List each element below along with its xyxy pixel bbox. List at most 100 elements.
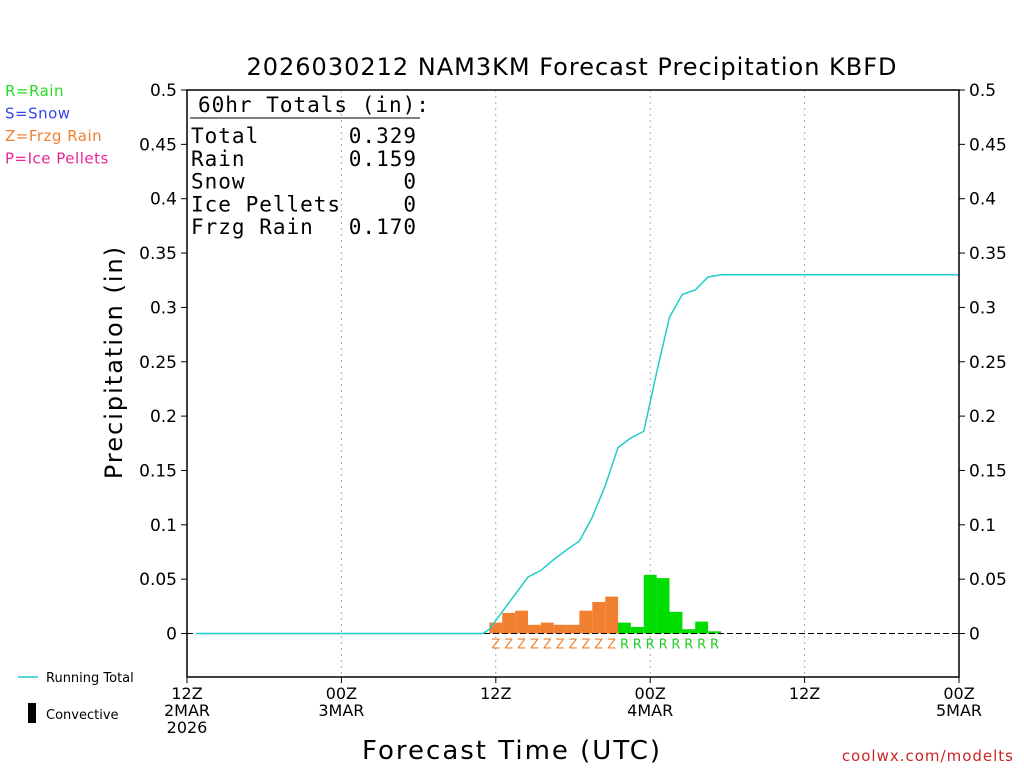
totals-row-value-0: 0.329 xyxy=(349,124,417,148)
x-tick-label-0-0: 12Z xyxy=(171,684,202,703)
precip-bar-10 xyxy=(618,622,631,634)
precip-bar-3 xyxy=(528,624,541,634)
precip-type-marker-0: Z xyxy=(491,638,500,653)
convective-legend-label: Convective xyxy=(46,708,119,723)
y-tick-label-right-5: 0.25 xyxy=(969,353,1007,373)
precip-type-legend: R=Rain S=Snow Z=Frzg Rain P=Ice Pellets xyxy=(5,82,109,168)
vertical-gridlines xyxy=(340,90,806,677)
source-credit: coolwx.com/modelts xyxy=(842,747,1014,765)
x-tick-label-0-1: 2MAR xyxy=(164,701,210,720)
totals-row-label-1: Rain xyxy=(191,147,246,171)
running-total-line xyxy=(196,274,959,635)
precip-type-marker-4: Z xyxy=(543,638,552,653)
precip-bar-5 xyxy=(553,624,567,634)
precip-bar-11 xyxy=(630,627,644,634)
precip-type-marker-1: Z xyxy=(504,638,513,653)
y-tick-label-left-4: 0.2 xyxy=(150,407,177,427)
x-tick-label-3-1: 4MAR xyxy=(627,701,673,720)
totals-box: 60hr Totals (in): Total 0.329 Rain 0.159 Sno… xyxy=(190,93,430,239)
precip-bar-0 xyxy=(489,622,503,634)
precip-type-marker-10: R xyxy=(620,638,629,653)
precip-bar-13 xyxy=(656,578,670,634)
precip-type-marker-3: Z xyxy=(530,638,539,653)
totals-row-label-0: Total xyxy=(191,124,259,148)
x-tick-label-5-0: 00Z xyxy=(943,684,974,703)
x-axis-label: Forecast Time (UTC) xyxy=(362,736,662,766)
precip-type-marker-16: R xyxy=(697,638,706,653)
y-tick-label-right-9: 0.45 xyxy=(969,135,1007,155)
precip-type-marker-6: Z xyxy=(569,638,578,653)
precip-bar-17 xyxy=(708,631,721,634)
y-tick-label-left-7: 0.35 xyxy=(139,244,177,264)
precip-type-legend-0: R=Rain xyxy=(5,82,64,100)
precip-type-marker-2: Z xyxy=(517,638,526,653)
precip-type-marker-7: Z xyxy=(581,638,590,653)
totals-row-label-3: Ice Pellets xyxy=(191,192,341,216)
precip-type-marker-13: R xyxy=(659,638,668,653)
precip-bar-7 xyxy=(579,610,593,634)
precip-type-marker-11: R xyxy=(633,638,642,653)
precip-bar-12 xyxy=(643,574,657,634)
y-tick-label-left-9: 0.45 xyxy=(139,135,177,155)
y-tick-label-left-3: 0.15 xyxy=(139,461,177,481)
y-tick-label-right-3: 0.15 xyxy=(969,461,1007,481)
precip-type-legend-2: Z=Frzg Rain xyxy=(5,127,102,145)
convective-legend-swatch xyxy=(28,703,36,723)
precip-bar-2 xyxy=(515,610,528,634)
y-tick-label-right-4: 0.2 xyxy=(969,407,996,427)
totals-row-value-1: 0.159 xyxy=(349,147,417,171)
precip-type-marker-5: Z xyxy=(556,638,565,653)
precip-type-marker-14: R xyxy=(671,638,680,653)
totals-rows: Total 0.329 Rain 0.159 Snow 0 Ice Pellets 0 Frzg… xyxy=(191,124,417,239)
totals-header: 60hr Totals (in): xyxy=(198,93,430,117)
plot-area-frame xyxy=(186,89,960,678)
precip-bar-9 xyxy=(605,596,619,634)
totals-row-value-2: 0 xyxy=(403,170,417,194)
precip-bar-16 xyxy=(695,621,709,634)
y-tick-label-left-2: 0.1 xyxy=(150,516,177,536)
hourly-precip-bars xyxy=(489,574,721,634)
precip-bar-8 xyxy=(592,602,606,634)
x-tick-label-1-1: 3MAR xyxy=(318,701,364,720)
x-tick-label-3-0: 00Z xyxy=(635,684,666,703)
precip-type-legend-3: P=Ice Pellets xyxy=(5,150,109,168)
precip-bar-4 xyxy=(540,622,554,634)
y-tick-label-right-8: 0.4 xyxy=(969,190,996,210)
series-legend: Running Total Convective xyxy=(18,671,134,723)
y-tick-label-left-6: 0.3 xyxy=(150,298,177,318)
precip-type-marker-12: R xyxy=(646,638,655,653)
y-axis-left: 0 0.05 0.1 0.15 0.2 0.25 0.3 0.35 0.4 0.45 0.5 xyxy=(139,81,187,645)
y-axis-right: 0 0.05 0.1 0.15 0.2 0.25 0.3 0.35 0.4 0.45 0.5 xyxy=(959,81,1007,645)
y-tick-label-right-0: 0 xyxy=(969,625,980,645)
x-tick-label-1-0: 00Z xyxy=(326,684,357,703)
precip-type-legend-1: S=Snow xyxy=(5,105,71,123)
totals-row-value-4: 0.170 xyxy=(349,215,417,239)
precip-bar-6 xyxy=(566,624,580,634)
precip-type-marker-9: Z xyxy=(607,638,616,653)
totals-row-value-3: 0 xyxy=(403,192,417,216)
chart-title: 2026030212 NAM3KM Forecast Precipitation… xyxy=(246,53,897,81)
y-tick-label-right-10: 0.5 xyxy=(969,81,996,101)
y-axis-label: Precipitation (in) xyxy=(100,245,128,479)
y-tick-label-left-8: 0.4 xyxy=(150,190,177,210)
y-tick-label-right-7: 0.35 xyxy=(969,244,1007,264)
y-tick-label-right-6: 0.3 xyxy=(969,298,996,318)
running-total-legend-label: Running Total xyxy=(46,671,134,686)
y-tick-label-right-1: 0.05 xyxy=(969,570,1007,590)
x-tick-label-5-1: 5MAR xyxy=(936,701,982,720)
y-tick-label-left-1: 0.05 xyxy=(139,570,177,590)
precip-type-marker-17: R xyxy=(710,638,719,653)
precip-bar-14 xyxy=(669,611,683,634)
y-tick-label-right-2: 0.1 xyxy=(969,516,996,536)
y-tick-label-left-10: 0.5 xyxy=(150,81,177,101)
x-tick-label-0-2: 2026 xyxy=(167,718,208,737)
x-tick-label-4-0: 12Z xyxy=(789,684,820,703)
precip-bar-1 xyxy=(502,612,516,634)
x-tick-label-2-0: 12Z xyxy=(480,684,511,703)
precip-bar-15 xyxy=(682,629,696,634)
totals-row-label-4: Frzg Rain xyxy=(191,215,314,239)
precip-type-marker-15: R xyxy=(684,638,693,653)
